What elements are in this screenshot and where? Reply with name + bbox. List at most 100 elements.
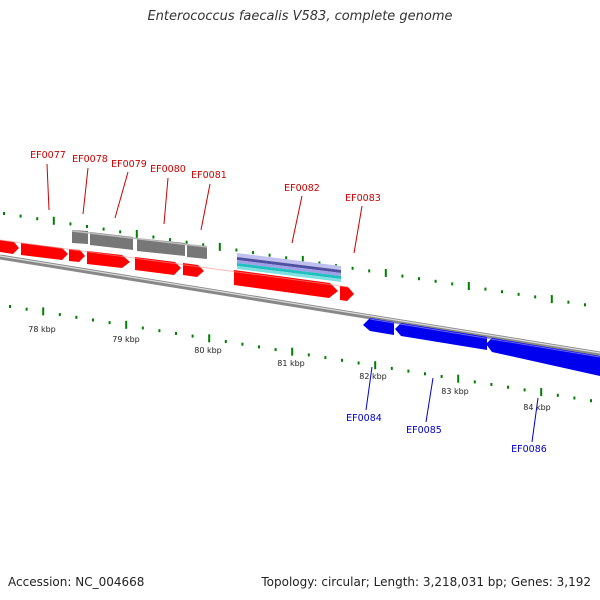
minor-tick	[152, 235, 155, 239]
minor-tick	[424, 372, 426, 376]
scale-tick-row	[9, 305, 592, 403]
minor-tick	[440, 375, 443, 378]
major-tick	[135, 229, 138, 238]
gene-label[interactable]: EF0081	[191, 170, 227, 181]
minor-tick	[484, 287, 487, 291]
feature-block[interactable]	[137, 238, 185, 256]
minor-tick	[9, 305, 11, 308]
major-tick	[125, 320, 128, 329]
major-tick	[291, 347, 294, 356]
major-tick	[42, 307, 45, 316]
genome-backbone	[0, 254, 600, 357]
forward-gene-arrow[interactable]	[69, 249, 85, 262]
kbp-label: 79 kbp	[112, 335, 140, 344]
major-tick	[550, 295, 553, 304]
minor-tick	[92, 318, 94, 322]
minor-tick	[390, 366, 393, 370]
minor-tick	[523, 388, 526, 392]
minor-tick	[175, 331, 177, 335]
reverse-gene-track	[363, 318, 600, 376]
rna-feature-track	[71, 230, 208, 259]
minor-tick	[102, 227, 105, 231]
major-tick	[301, 255, 304, 264]
reverse-gene-arrow[interactable]	[486, 338, 600, 376]
minor-tick	[119, 230, 122, 234]
gene-label[interactable]: EF0078	[72, 154, 108, 165]
minor-tick	[357, 361, 360, 365]
feature-block[interactable]	[72, 230, 88, 244]
forward-gene-track	[0, 239, 354, 301]
gene-label[interactable]: EF0077	[30, 150, 66, 161]
minor-tick	[451, 282, 454, 286]
minor-tick	[401, 274, 404, 278]
minor-tick	[268, 253, 271, 257]
kbp-label: 83 kbp	[441, 387, 469, 396]
gene-label[interactable]: EF0083	[345, 193, 381, 204]
minor-tick	[19, 214, 22, 218]
minor-tick	[341, 358, 343, 362]
minor-tick	[86, 225, 88, 228]
forward-tick-row	[3, 212, 586, 307]
minor-tick	[418, 277, 420, 281]
minor-tick	[241, 342, 244, 346]
gene-label[interactable]: EF0084	[346, 413, 382, 424]
minor-tick	[368, 269, 371, 273]
minor-tick	[274, 348, 277, 352]
reverse-gene-arrow[interactable]	[395, 323, 487, 350]
major-tick	[384, 269, 387, 277]
minor-tick	[517, 292, 520, 296]
gene-label[interactable]: EF0082	[284, 183, 320, 194]
forward-gene-arrow[interactable]	[234, 270, 338, 298]
genome-backbone-highlight	[0, 255, 600, 354]
minor-tick	[75, 315, 78, 319]
minor-tick	[490, 383, 493, 386]
forward-gene-arrow[interactable]	[135, 257, 181, 275]
minor-tick	[434, 279, 437, 283]
gene-label[interactable]: EF0086	[511, 444, 547, 455]
kbp-label: 82 kbp	[359, 372, 387, 381]
gene-label[interactable]: EF0079	[111, 159, 147, 170]
minor-tick	[141, 326, 144, 330]
major-tick	[457, 374, 460, 383]
reverse-gene-arrow[interactable]	[363, 318, 394, 335]
minor-tick	[69, 222, 72, 226]
minor-tick	[307, 353, 310, 357]
minor-tick	[473, 380, 476, 384]
major-tick	[52, 216, 55, 225]
minor-tick	[252, 251, 254, 255]
minor-tick	[235, 248, 238, 252]
minor-tick	[567, 300, 570, 304]
minor-tick	[3, 212, 5, 215]
gene-label[interactable]: EF0080	[150, 164, 186, 175]
forward-gene-arrow[interactable]	[21, 243, 68, 260]
genome-summary-text: Topology: circular; Length: 3,218,031 bp…	[261, 575, 591, 589]
forward-gene-arrow[interactable]	[0, 240, 19, 254]
minor-tick	[501, 290, 503, 294]
major-tick	[540, 388, 543, 397]
minor-tick	[573, 396, 576, 400]
kbp-label: 81 kbp	[277, 359, 305, 368]
minor-tick	[224, 340, 227, 343]
forward-gene-arrow[interactable]	[87, 251, 130, 268]
minor-tick	[318, 261, 321, 265]
minor-tick	[202, 243, 205, 247]
minor-tick	[158, 329, 161, 333]
forward-gene-arrow[interactable]	[340, 286, 354, 301]
kbp-label: 84 kbp	[523, 403, 551, 412]
major-tick	[208, 334, 211, 343]
minor-tick	[285, 256, 288, 260]
minor-tick	[584, 303, 586, 307]
major-tick	[467, 282, 470, 290]
feature-block[interactable]	[90, 232, 133, 250]
minor-tick	[191, 334, 194, 338]
gene-leader-lines	[46, 163, 539, 443]
feature-block[interactable]	[187, 244, 207, 259]
map-title: Enterococcus faecalis V583, complete gen…	[147, 9, 453, 24]
minor-tick	[258, 345, 260, 349]
rrna-feature[interactable]	[237, 253, 341, 282]
minor-tick	[169, 238, 171, 242]
kbp-scale-labels: 78 kbp 79 kbp 80 kbp 81 kbp 82 kbp 83 kb…	[28, 325, 551, 412]
gene-label[interactable]: EF0085	[406, 425, 442, 436]
gene-labels: EF0077 EF0078 EF0079 EF0080 EF0081 EF008…	[30, 150, 547, 455]
